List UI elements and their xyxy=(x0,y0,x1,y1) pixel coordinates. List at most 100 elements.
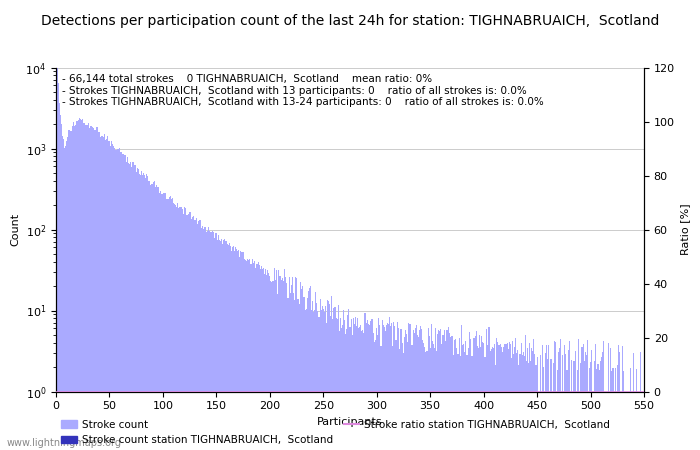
Bar xyxy=(104,140,106,450)
Bar xyxy=(111,141,112,450)
Bar xyxy=(452,336,453,450)
Bar xyxy=(498,345,499,450)
Bar xyxy=(249,259,250,450)
Bar xyxy=(225,242,227,450)
Bar xyxy=(407,342,408,450)
Bar xyxy=(288,277,290,450)
Bar xyxy=(302,286,304,450)
Bar xyxy=(120,152,122,450)
Bar xyxy=(243,252,244,450)
Bar xyxy=(190,212,191,450)
Bar xyxy=(437,333,438,450)
Bar xyxy=(328,301,329,450)
Bar xyxy=(127,158,128,450)
Bar xyxy=(99,132,100,450)
Bar xyxy=(92,127,93,450)
Bar xyxy=(500,344,501,450)
Bar xyxy=(612,368,613,450)
Bar xyxy=(95,130,96,450)
Bar xyxy=(359,327,360,450)
Bar xyxy=(486,329,487,450)
X-axis label: Participants: Participants xyxy=(317,417,383,427)
Bar xyxy=(244,259,245,450)
Bar xyxy=(528,363,529,450)
Bar xyxy=(496,338,497,450)
Bar xyxy=(444,341,446,450)
Bar xyxy=(433,344,434,450)
Bar xyxy=(67,137,69,450)
Bar xyxy=(416,335,418,450)
Bar xyxy=(138,169,139,450)
Bar xyxy=(615,369,616,450)
Bar xyxy=(77,121,78,450)
Bar xyxy=(405,330,406,450)
Bar xyxy=(231,251,232,450)
Bar xyxy=(509,342,510,450)
Bar xyxy=(392,346,393,450)
Bar xyxy=(330,315,331,450)
Bar xyxy=(622,346,623,450)
Bar xyxy=(368,324,369,450)
Bar xyxy=(60,115,61,450)
Bar xyxy=(537,357,538,450)
Bar xyxy=(179,207,181,450)
Bar xyxy=(454,340,455,450)
Bar xyxy=(100,137,102,450)
Bar xyxy=(389,317,390,450)
Bar xyxy=(307,298,308,450)
Bar xyxy=(466,355,467,450)
Bar xyxy=(164,193,166,450)
Y-axis label: Ratio [%]: Ratio [%] xyxy=(680,204,690,255)
Bar xyxy=(132,162,134,450)
Bar xyxy=(457,354,458,450)
Text: Detections per participation count of the last 24h for station: TIGHNABRUAICH,  : Detections per participation count of th… xyxy=(41,14,659,27)
Bar xyxy=(107,136,108,450)
Bar xyxy=(545,353,546,450)
Bar xyxy=(189,212,190,450)
Bar xyxy=(358,328,359,450)
Bar xyxy=(450,337,451,450)
Bar xyxy=(218,235,219,450)
Bar xyxy=(276,294,278,450)
Bar xyxy=(308,291,309,450)
Bar xyxy=(233,246,234,450)
Bar xyxy=(395,341,396,450)
Bar xyxy=(109,141,110,450)
Bar xyxy=(201,228,202,450)
Bar xyxy=(470,339,471,450)
Bar xyxy=(489,351,491,450)
Bar xyxy=(341,328,342,450)
Bar xyxy=(531,348,532,450)
Bar xyxy=(580,363,582,450)
Bar xyxy=(505,344,507,450)
Bar xyxy=(281,280,282,450)
Bar xyxy=(560,339,561,450)
Bar xyxy=(382,320,383,450)
Bar xyxy=(240,251,241,450)
Bar xyxy=(325,306,326,450)
Bar xyxy=(88,123,89,450)
Bar xyxy=(480,347,481,450)
Bar xyxy=(383,325,384,450)
Bar xyxy=(102,136,104,450)
Bar xyxy=(525,334,526,450)
Bar xyxy=(527,348,528,450)
Bar xyxy=(463,344,464,450)
Bar xyxy=(93,128,94,450)
Bar xyxy=(136,168,138,450)
Bar xyxy=(327,300,328,450)
Bar xyxy=(503,346,505,450)
Bar xyxy=(217,240,218,450)
Bar xyxy=(371,319,372,450)
Bar xyxy=(586,355,587,450)
Bar xyxy=(241,252,243,450)
Bar xyxy=(162,194,163,450)
Bar xyxy=(404,337,405,450)
Bar xyxy=(530,360,531,450)
Bar xyxy=(333,308,335,450)
Bar xyxy=(436,351,437,450)
Bar xyxy=(512,341,513,450)
Bar xyxy=(587,340,588,450)
Bar xyxy=(266,275,267,450)
Bar xyxy=(464,351,465,450)
